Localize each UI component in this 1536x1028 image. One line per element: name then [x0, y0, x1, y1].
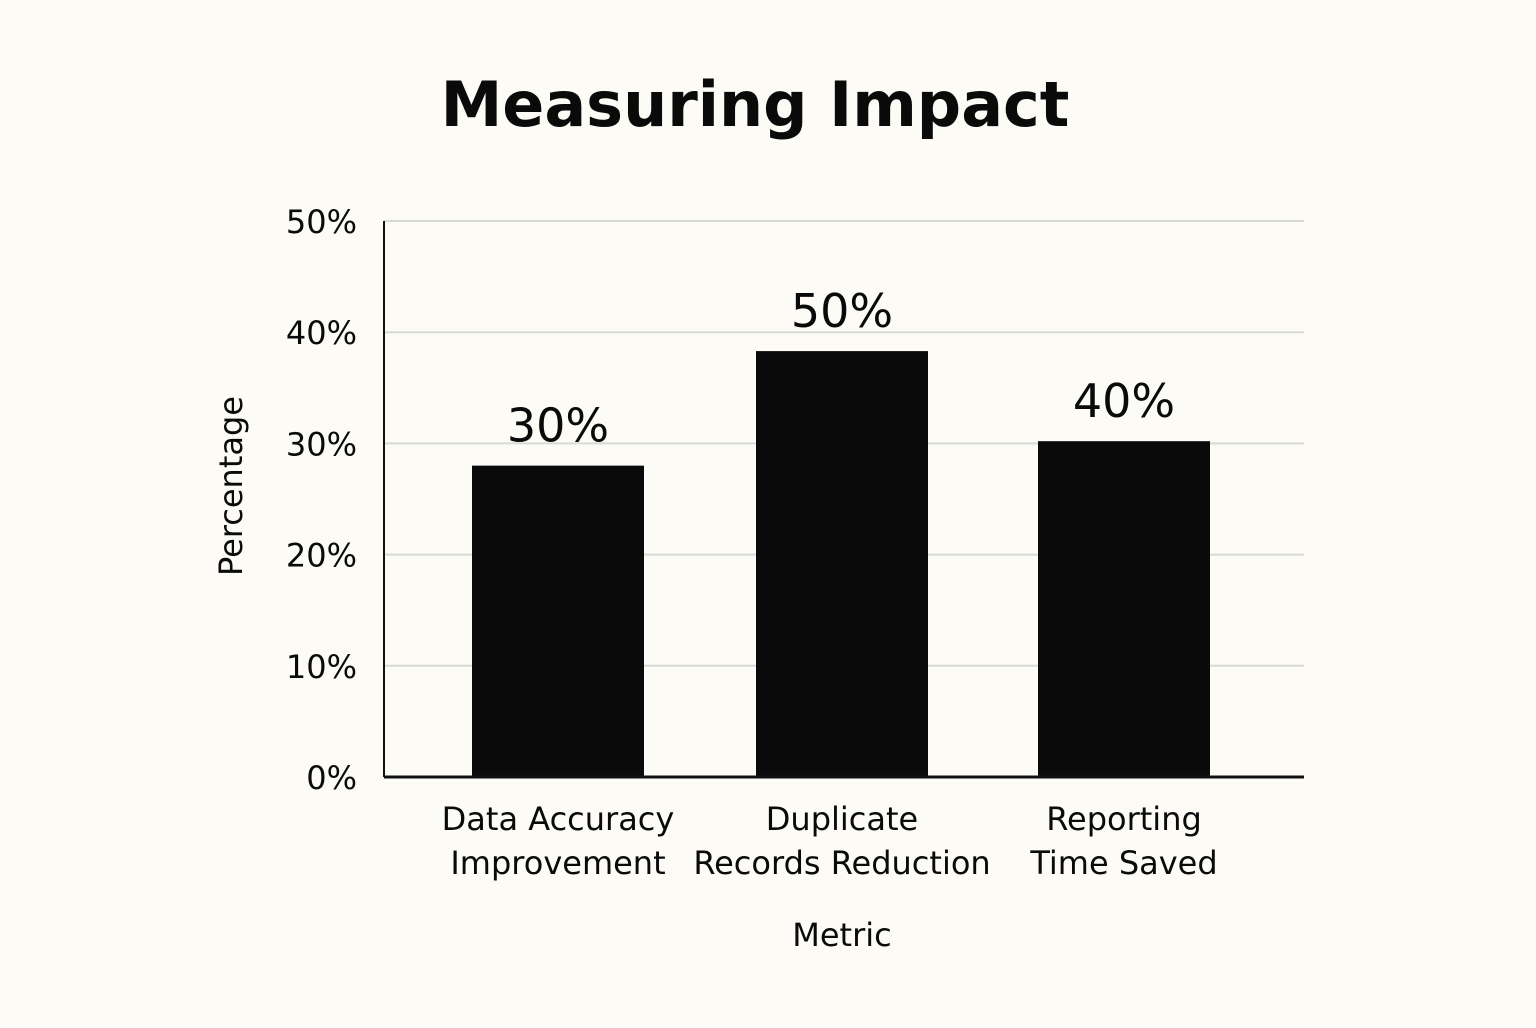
x-category-label: Records Reduction — [693, 844, 990, 882]
y-tick-label: 50% — [286, 203, 357, 241]
data-label: 30% — [507, 399, 609, 453]
x-category-label: Improvement — [450, 844, 665, 882]
bar — [472, 465, 644, 777]
x-category-label: Data Accuracy — [442, 800, 675, 838]
y-tick-label: 20% — [286, 537, 357, 575]
bar — [1038, 441, 1210, 777]
data-label: 50% — [791, 284, 893, 338]
x-category-label: Reporting — [1046, 800, 1202, 838]
x-axis-label: Metric — [792, 916, 891, 954]
data-labels: 30% 50% 40% — [507, 284, 1175, 453]
axes — [383, 221, 1304, 779]
y-tick-label: 40% — [286, 314, 357, 352]
y-tick-label: 10% — [286, 648, 357, 686]
chart-title: Measuring Impact — [441, 68, 1070, 141]
x-category-label: Duplicate — [766, 800, 918, 838]
y-tick-label: 30% — [286, 425, 357, 463]
y-tick-labels: 0% 10% 20% 30% 40% 50% — [286, 203, 357, 797]
x-category-label: Time Saved — [1029, 844, 1217, 882]
bars — [472, 351, 1210, 777]
data-label: 40% — [1073, 374, 1175, 428]
bar — [756, 351, 928, 777]
y-tick-label: 0% — [306, 759, 357, 797]
y-axis-label: Percentage — [212, 396, 250, 576]
x-category-labels: Data Accuracy Improvement Duplicate Records… — [442, 800, 1218, 882]
